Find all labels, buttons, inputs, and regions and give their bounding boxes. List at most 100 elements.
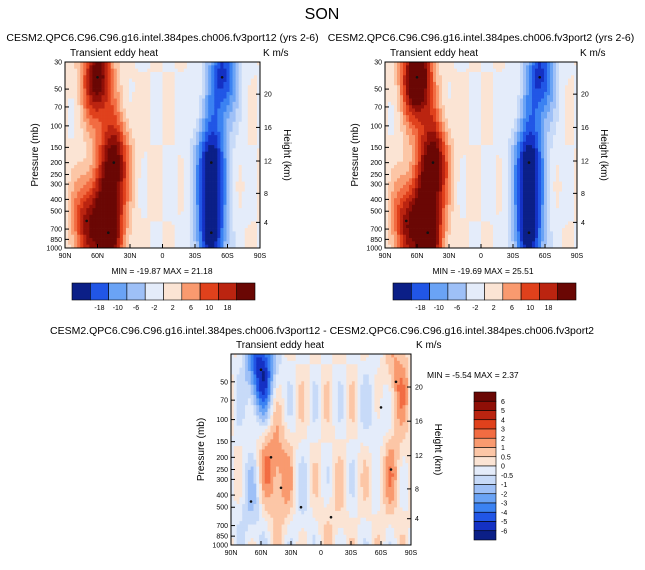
heatmap-cell xyxy=(442,105,445,109)
heatmap-cell xyxy=(138,72,141,76)
heatmap-cell xyxy=(159,208,162,212)
heatmap-cell xyxy=(433,202,436,206)
heatmap-cell xyxy=(147,208,150,212)
heatmap-cell xyxy=(126,175,129,179)
heatmap-cell xyxy=(68,218,71,222)
heatmap-cell xyxy=(442,215,445,219)
heatmap-cell xyxy=(172,102,175,106)
heatmap-cell xyxy=(391,62,394,66)
heatmap-cell xyxy=(68,109,71,113)
heatmap-cell xyxy=(184,89,187,93)
heatmap-cell xyxy=(153,62,156,66)
heatmap-cell xyxy=(172,218,175,222)
heatmap-cell xyxy=(454,95,457,99)
heatmap-cell xyxy=(196,192,199,196)
heatmap-cell xyxy=(409,178,412,182)
heatmap-cell xyxy=(114,165,117,169)
heatmap-cell xyxy=(199,218,202,222)
heatmap-cell xyxy=(400,102,403,106)
heatmap-cell xyxy=(147,231,150,235)
heatmap-cell xyxy=(199,69,202,73)
heatmap-cell xyxy=(153,228,156,232)
heatmap-cell xyxy=(388,185,391,189)
heatmap-cell xyxy=(226,165,229,169)
heatmap-cell xyxy=(254,241,257,245)
heatmap-cell xyxy=(445,135,448,139)
heatmap-cell xyxy=(248,132,251,136)
heatmap-cell xyxy=(439,165,442,169)
x-tick-label: 90N xyxy=(59,253,72,260)
heatmap-cell xyxy=(245,109,248,113)
heatmap-cell xyxy=(117,138,120,142)
heatmap-cell xyxy=(406,192,409,196)
heatmap-cell xyxy=(400,155,403,159)
heatmap-cell xyxy=(132,79,135,83)
heatmap-cell xyxy=(445,195,448,199)
heatmap-cell xyxy=(442,109,445,113)
heatmap-cell xyxy=(71,65,74,69)
heatmap-cell xyxy=(68,165,71,169)
heatmap-cell xyxy=(89,231,92,235)
heatmap-cell xyxy=(80,122,83,126)
heatmap-cell xyxy=(166,158,169,162)
heatmap-cell xyxy=(153,65,156,69)
heatmap-cell xyxy=(132,198,135,202)
heatmap-cell xyxy=(217,75,220,79)
heatmap-cell xyxy=(120,148,123,152)
heatmap-cell xyxy=(226,218,229,222)
heatmap-cell xyxy=(394,82,397,86)
heatmap-cell xyxy=(117,228,120,232)
heatmap-cell xyxy=(95,69,98,73)
heatmap-cell xyxy=(451,105,454,109)
heatmap-cell xyxy=(135,162,138,166)
heatmap-cell xyxy=(144,192,147,196)
heatmap-cell xyxy=(217,235,220,239)
heatmap-cell xyxy=(138,65,141,69)
heatmap-cell xyxy=(144,182,147,186)
heatmap-cell xyxy=(159,238,162,242)
heatmap-cell xyxy=(138,132,141,136)
heatmap-cell xyxy=(153,202,156,206)
heatmap-cell xyxy=(388,225,391,229)
heatmap-cell xyxy=(251,135,254,139)
heatmap-cell xyxy=(190,105,193,109)
colorbar-label: 18 xyxy=(224,305,232,312)
heatmap-cell xyxy=(74,168,77,172)
heatmap-cell xyxy=(184,215,187,219)
heatmap-cell xyxy=(202,231,205,235)
heatmap-cell xyxy=(150,188,153,192)
heatmap-cell xyxy=(129,198,132,202)
heatmap-cell xyxy=(123,218,126,222)
heatmap-cell xyxy=(190,225,193,229)
heatmap-cell xyxy=(236,89,239,93)
heatmap-cell xyxy=(233,178,236,182)
heatmap-cell xyxy=(202,208,205,212)
heatmap-cell xyxy=(196,165,199,169)
heatmap-cell xyxy=(409,202,412,206)
heatmap-cell xyxy=(114,202,117,206)
heatmap-cell xyxy=(163,125,166,129)
heatmap-cell xyxy=(175,241,178,245)
heatmap-cell xyxy=(153,138,156,142)
heatmap-cell xyxy=(403,241,406,245)
heatmap-cell xyxy=(239,99,242,103)
heatmap-cell xyxy=(214,238,217,242)
heatmap-cell xyxy=(448,92,451,96)
heatmap-cell xyxy=(123,95,126,99)
heatmap-cell xyxy=(129,188,132,192)
heatmap-cell xyxy=(172,172,175,176)
heatmap-cell xyxy=(424,65,427,69)
heatmap-cell xyxy=(223,182,226,186)
heatmap-cell xyxy=(114,125,117,129)
heatmap-cell xyxy=(144,65,147,69)
heatmap-cell xyxy=(181,228,184,232)
heatmap-cell xyxy=(254,72,257,76)
heatmap-cell xyxy=(451,158,454,162)
heatmap-cell xyxy=(156,172,159,176)
heatmap-cell xyxy=(65,132,68,136)
heatmap-cell xyxy=(181,125,184,129)
heatmap-cell xyxy=(102,202,105,206)
heatmap-cell xyxy=(239,178,242,182)
heatmap-cell xyxy=(448,221,451,225)
heatmap-cell xyxy=(223,162,226,166)
